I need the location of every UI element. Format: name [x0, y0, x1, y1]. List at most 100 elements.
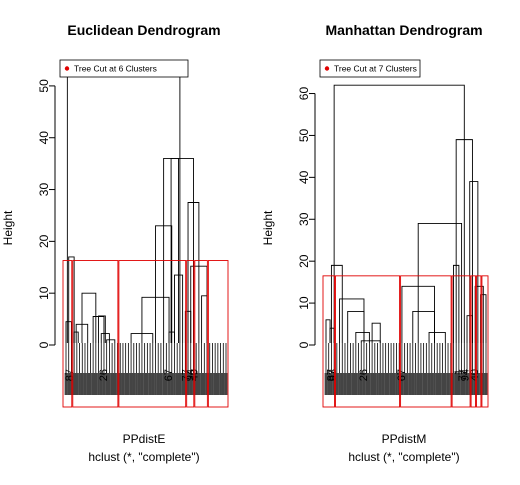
- manhattan-panel: Manhattan Dendrogram 0 10 20 30 40 50 60 Height P…: [261, 22, 489, 464]
- leaf-label-mark: [349, 373, 352, 395]
- leaf-label-mark: [67, 373, 71, 395]
- cluster-cut-rect: [335, 275, 401, 408]
- leaf-label: 26: [98, 369, 110, 381]
- leaf-label-mark: [389, 373, 393, 395]
- cluster-cut-rect: [322, 275, 335, 408]
- dendrogram-merge: [68, 256, 75, 343]
- leaf-label-mark: [151, 373, 155, 395]
- leaf-label-mark: [170, 373, 174, 395]
- leaf-label-mark: [97, 373, 100, 395]
- dendrogram-merge: [417, 223, 463, 343]
- euclidean-panel: Euclidean Dendrogram 0 10 20 30 40 50 Height PPd…: [1, 22, 229, 464]
- hclust-method-label: hclust (*, "complete"): [88, 450, 199, 464]
- leaf-label-mark: [178, 373, 182, 395]
- dendrogram-merge: [355, 331, 370, 343]
- leaf-label-mark: [416, 373, 420, 395]
- legend-marker: [64, 66, 70, 71]
- leaf-label-mark: [197, 373, 201, 395]
- leaf-label-mark: [446, 373, 450, 395]
- legend-box: [319, 59, 421, 78]
- leaf-label-mark: [381, 373, 385, 395]
- leaf-label-mark: [367, 373, 371, 395]
- leaf-label-mark: [78, 373, 81, 395]
- leaf-label-mark: [91, 373, 95, 395]
- dendrogram-merge: [347, 311, 365, 343]
- y-tick-label: 40: [37, 131, 51, 145]
- leaf-label-mark: [452, 373, 455, 395]
- y-axis-label: Height: [261, 210, 275, 245]
- leaf-label-mark: [219, 373, 222, 395]
- leaf-label-mark: [140, 373, 144, 395]
- leaf-label-mark: [159, 373, 163, 395]
- leaf-label-mark: [362, 373, 366, 395]
- leaf-label-mark: [113, 373, 117, 395]
- cluster-cut-rect: [194, 260, 208, 408]
- cluster-cut-rect: [186, 260, 195, 408]
- legend: Tree Cut at 7 Clusters: [319, 59, 421, 78]
- leaf-label-mark: [75, 373, 79, 395]
- cluster-cut-rect: [481, 275, 489, 408]
- leaf-label: 67: [163, 369, 175, 381]
- leaf-label-mark: [162, 373, 166, 395]
- leaf-label-mark: [89, 373, 92, 395]
- legend-label: Tree Cut at 6 Clusters: [74, 64, 157, 74]
- leaf-label: 26: [358, 369, 370, 381]
- cluster-cut-rect: [400, 275, 452, 408]
- leaf-label-mark: [443, 373, 447, 395]
- leaf-label: 67: [396, 369, 408, 381]
- cluster-cut-rect: [118, 260, 187, 408]
- leaf-label-mark: [457, 373, 461, 395]
- leaf-label-mark: [454, 373, 458, 395]
- dendrogram-merge: [106, 339, 116, 343]
- leaf-label-mark: [365, 373, 369, 395]
- leaf-label-mark: [64, 373, 68, 395]
- y-tick-label: 10: [297, 296, 311, 310]
- leaf-label-mark: [132, 373, 136, 395]
- dendrogram-merge: [201, 295, 208, 343]
- leaf-label-mark: [346, 373, 350, 395]
- leaf-label: 1: [453, 369, 465, 375]
- leaf-label-mark: [373, 373, 377, 395]
- y-tick-label: 20: [37, 234, 51, 248]
- y-tick-label: 60: [297, 87, 311, 101]
- dendrogram-root-merge: [66, 75, 181, 343]
- cluster-cut-rect: [470, 275, 476, 408]
- y-tick-label: 20: [297, 254, 311, 268]
- leaf-label-mark: [148, 373, 152, 395]
- y-tick-label: 50: [37, 79, 51, 93]
- leaf-label-mark: [430, 373, 434, 395]
- y-tick-label: 0: [37, 341, 51, 348]
- leaf-label-mark: [175, 373, 179, 395]
- leaf-label-mark: [137, 373, 141, 395]
- leaf-label-mark: [408, 373, 412, 395]
- y-tick-label: 0: [297, 341, 311, 348]
- cluster-cut-rect: [476, 275, 482, 408]
- leaf-label-mark: [173, 373, 176, 395]
- y-tick-label: 30: [297, 212, 311, 226]
- leaf-label-mark: [194, 373, 198, 395]
- x-axis-label: PPdistE: [123, 432, 166, 446]
- cluster-cut-rect: [62, 260, 73, 408]
- leaf-label-mark: [411, 373, 415, 395]
- leaf-label-mark: [384, 373, 388, 395]
- leaf-label-mark: [105, 373, 109, 395]
- leaf-label-mark: [359, 373, 363, 395]
- dendrogram-merge: [412, 311, 435, 343]
- leaf-label: 94: [460, 369, 472, 381]
- leaf-label-mark: [392, 373, 396, 395]
- leaf-label-mark: [386, 373, 390, 395]
- leaf-label-mark: [465, 373, 469, 395]
- y-tick-label: 10: [37, 286, 51, 300]
- leaf-label-mark: [414, 373, 417, 395]
- y-tick-label: 40: [297, 170, 311, 184]
- leaf-label-mark: [435, 373, 439, 395]
- dendrogram-merge: [428, 331, 446, 343]
- leaf-label-mark: [94, 373, 98, 395]
- leaf-label-mark: [72, 373, 76, 395]
- leaf-label-mark: [99, 373, 103, 395]
- legend: Tree Cut at 6 Clusters: [59, 59, 189, 78]
- hclust-method-label: hclust (*, "complete"): [348, 450, 459, 464]
- leaf-label-mark: [441, 373, 445, 395]
- leaf-label-mark: [340, 373, 344, 395]
- y-axis-label: Height: [1, 210, 15, 245]
